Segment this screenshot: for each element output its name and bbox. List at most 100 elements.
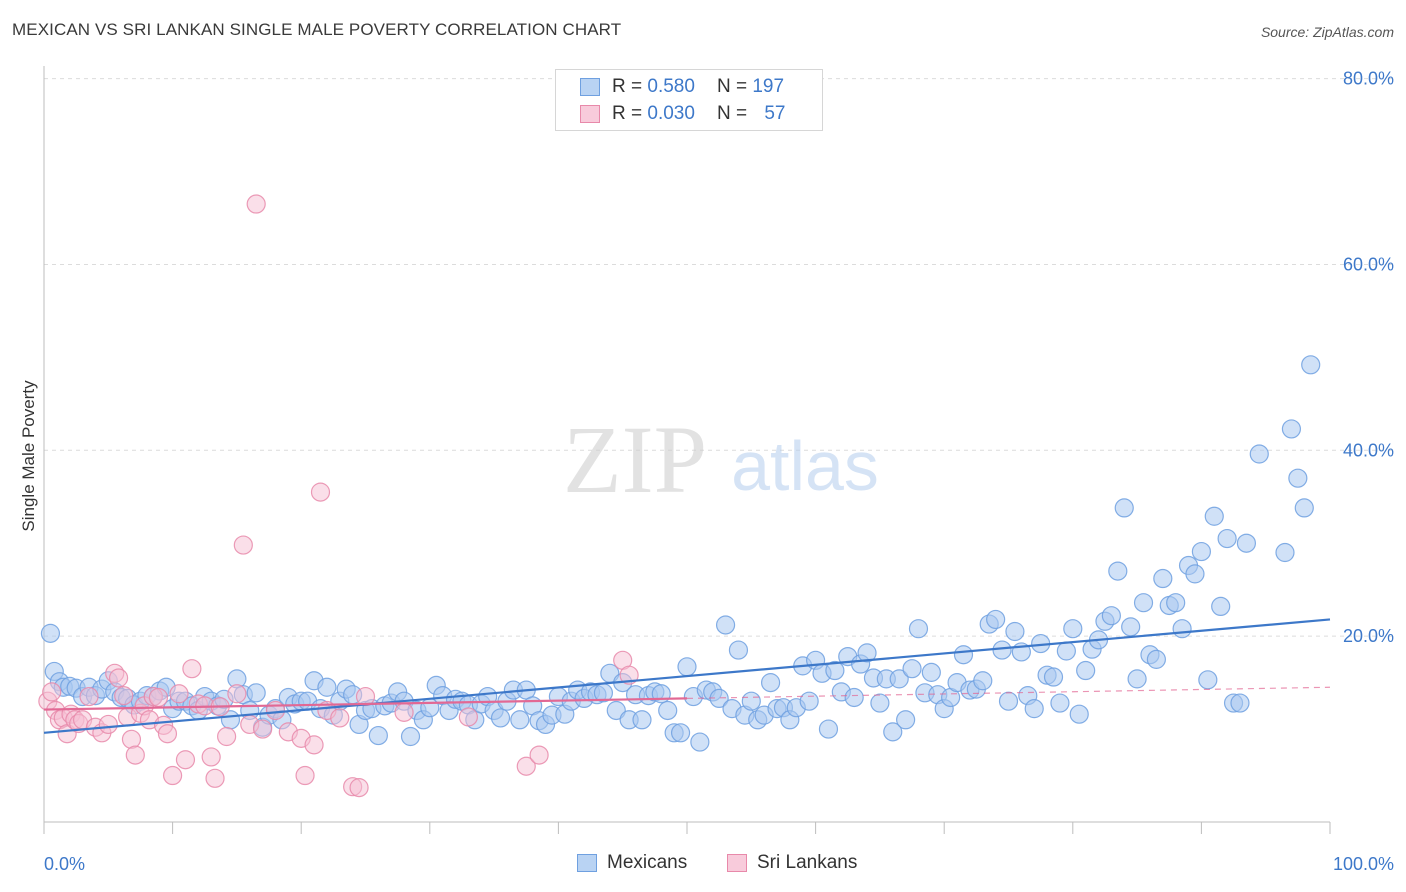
data-point-sri-lankans — [182, 659, 202, 679]
data-point-sri-lankans — [108, 668, 129, 688]
trend-line-sri-lankans — [43, 697, 688, 711]
x-tick-label-min: 0.0% — [44, 854, 85, 874]
data-point-sri-lankans — [304, 735, 324, 755]
watermark-atlas: atlas — [731, 427, 879, 505]
bottom-legend-label-sri-lankans: Sri Lankans — [757, 852, 858, 873]
data-point-mexicans — [1069, 704, 1089, 724]
data-point-mexicans — [1146, 649, 1166, 669]
data-point-mexicans — [825, 660, 845, 681]
data-point-sri-lankans — [227, 684, 247, 704]
data-point-sri-lankans — [394, 702, 414, 722]
legend-r-value-mexicans: 0.580 — [647, 76, 695, 97]
data-point-mexicans — [368, 725, 388, 746]
data-point-mexicans — [986, 609, 1006, 630]
data-point-mexicans — [857, 643, 877, 663]
data-point-mexicans — [1101, 606, 1121, 626]
data-point-sri-lankans — [201, 747, 221, 767]
data-point-mexicans — [510, 710, 530, 730]
data-point-sri-lankans — [295, 765, 315, 786]
data-point-mexicans — [400, 726, 421, 747]
data-point-sri-lankans — [98, 714, 118, 735]
data-point-mexicans — [992, 640, 1012, 660]
legend-row-sri-lankans: R = 0.030 N = 57 — [580, 102, 785, 126]
y-tick-label: 40.0% — [1343, 440, 1394, 460]
data-point-mexicans — [1063, 619, 1083, 639]
data-point-mexicans — [870, 693, 890, 713]
legend-r-label: R = — [612, 76, 643, 97]
data-point-mexicans — [1281, 419, 1302, 439]
trend-line-mexicans — [43, 618, 1331, 734]
y-tick-label: 20.0% — [1343, 626, 1394, 646]
data-point-mexicans — [1230, 693, 1250, 713]
data-point-mexicans — [1249, 444, 1269, 464]
data-point-mexicans — [317, 677, 337, 697]
data-point-mexicans — [799, 691, 819, 711]
y-axis-label: Single Male Poverty — [19, 380, 38, 532]
data-point-mexicans — [1133, 593, 1154, 613]
bottom-legend-swatch-sri-lankans — [727, 854, 747, 872]
data-point-mexicans — [1043, 667, 1064, 687]
legend-row-mexicans: R = 0.580 N = 197 — [580, 75, 784, 99]
data-point-mexicans — [1172, 619, 1192, 639]
data-point-sri-lankans — [310, 482, 331, 502]
data-point-sri-lankans — [349, 778, 369, 798]
data-point-mexicans — [921, 662, 941, 682]
bottom-legend-mexicans: Mexicans — [577, 852, 687, 874]
data-point-sri-lankans — [516, 756, 536, 776]
data-point-mexicans — [670, 723, 691, 743]
data-point-mexicans — [1204, 506, 1224, 526]
data-point-mexicans — [658, 700, 678, 721]
data-point-sri-lankans — [253, 719, 273, 739]
data-point-mexicans — [1076, 660, 1096, 681]
data-point-sri-lankans — [114, 686, 134, 706]
data-point-mexicans — [818, 719, 839, 739]
data-point-mexicans — [606, 700, 626, 721]
data-point-mexicans — [844, 687, 864, 708]
data-point-sri-lankans — [330, 708, 350, 728]
data-point-mexicans — [902, 659, 922, 679]
data-point-sri-lankans — [265, 700, 286, 721]
data-point-mexicans — [632, 710, 652, 730]
data-point-mexicans — [1198, 670, 1218, 690]
data-point-mexicans — [1114, 498, 1134, 518]
data-point-sri-lankans — [205, 768, 225, 788]
y-tick-label: 60.0% — [1343, 254, 1394, 274]
bottom-legend-sri-lankans: Sri Lankans — [727, 852, 857, 874]
data-point-mexicans — [1301, 355, 1321, 375]
data-point-mexicans — [1024, 699, 1044, 719]
legend-n-label: N = — [716, 103, 748, 124]
data-point-mexicans — [953, 645, 974, 665]
legend: R = 0.580 N = 197 R = 0.030 N = 57 — [555, 69, 823, 131]
data-point-mexicans — [908, 619, 929, 639]
data-point-mexicans — [1185, 564, 1205, 584]
data-point-mexicans — [1056, 641, 1076, 661]
data-point-sri-lankans — [148, 687, 169, 708]
y-tick-label: 80.0% — [1343, 69, 1394, 89]
x-tick-label-max: 100.0% — [1333, 854, 1394, 874]
legend-n-value-sri-lankans: 57 — [764, 103, 786, 124]
data-point-sri-lankans — [217, 726, 237, 747]
data-point-mexicans — [1294, 498, 1314, 518]
x-tick-labels: 0.0% 100.0% — [44, 854, 1394, 874]
chart-source: Source: ZipAtlas.com — [1260, 24, 1394, 40]
data-point-mexicans — [677, 657, 697, 677]
legend-swatch-mexicans — [580, 78, 600, 96]
data-point-mexicans — [1121, 617, 1141, 637]
bottom-legend: Mexicans Sri Lankans — [0, 852, 1406, 876]
data-point-mexicans — [1166, 593, 1186, 613]
data-point-mexicans — [1275, 542, 1295, 563]
data-point-sri-lankans — [233, 535, 253, 555]
data-point-mexicans — [741, 691, 761, 711]
bottom-legend-label-mexicans: Mexicans — [607, 852, 688, 873]
data-point-mexicans — [1050, 693, 1070, 713]
data-point-mexicans — [728, 640, 749, 660]
data-point-mexicans — [246, 683, 266, 703]
data-point-sri-lankans — [619, 665, 639, 685]
data-point-sri-lankans — [121, 729, 142, 749]
data-point-mexicans — [1211, 596, 1231, 617]
data-point-mexicans — [1236, 533, 1257, 553]
trend-lines — [43, 618, 1331, 734]
legend-n-value-mexicans: 197 — [752, 76, 785, 97]
data-point-mexicans — [883, 722, 903, 742]
data-point-mexicans — [690, 732, 710, 752]
